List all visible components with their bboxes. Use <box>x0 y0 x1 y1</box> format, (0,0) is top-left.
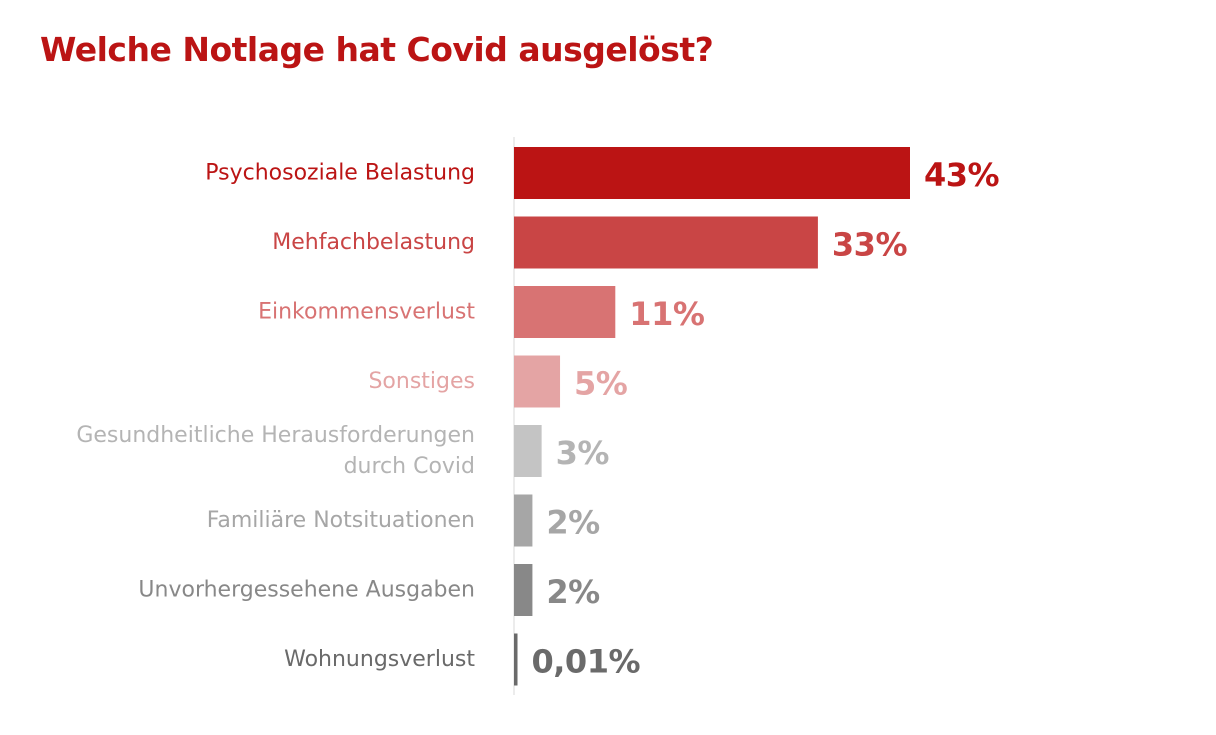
bar <box>514 147 910 199</box>
bar <box>514 633 518 686</box>
value-label: 2% <box>546 504 600 542</box>
bar <box>514 564 533 616</box>
bar <box>514 286 616 338</box>
category-label: Gesundheitliche Herausforderungen <box>76 423 475 448</box>
value-label: 0,01% <box>532 643 641 681</box>
bar <box>514 216 818 269</box>
category-label: Einkommensverlust <box>258 300 475 325</box>
value-label: 33% <box>832 226 908 264</box>
category-label: Sonstiges <box>368 369 475 394</box>
category-label: durch Covid <box>344 454 475 479</box>
category-label: Unvorhergessehene Ausgaben <box>138 578 475 603</box>
chart-title: Welche Notlage hat Covid ausgelöst? <box>40 30 714 69</box>
category-label: Wohnungsverlust <box>284 647 475 672</box>
value-label: 2% <box>546 573 600 611</box>
category-label: Mehfachbelastung <box>272 230 475 255</box>
value-label: 5% <box>574 365 628 403</box>
bar <box>514 355 561 408</box>
value-label: 43% <box>924 156 1000 194</box>
bar <box>514 425 542 477</box>
bar <box>514 494 533 547</box>
value-label: 3% <box>556 434 610 472</box>
category-label: Familiäre Notsituationen <box>207 508 475 533</box>
value-label: 11% <box>629 295 705 333</box>
category-label: Psychosoziale Belastung <box>205 161 475 186</box>
